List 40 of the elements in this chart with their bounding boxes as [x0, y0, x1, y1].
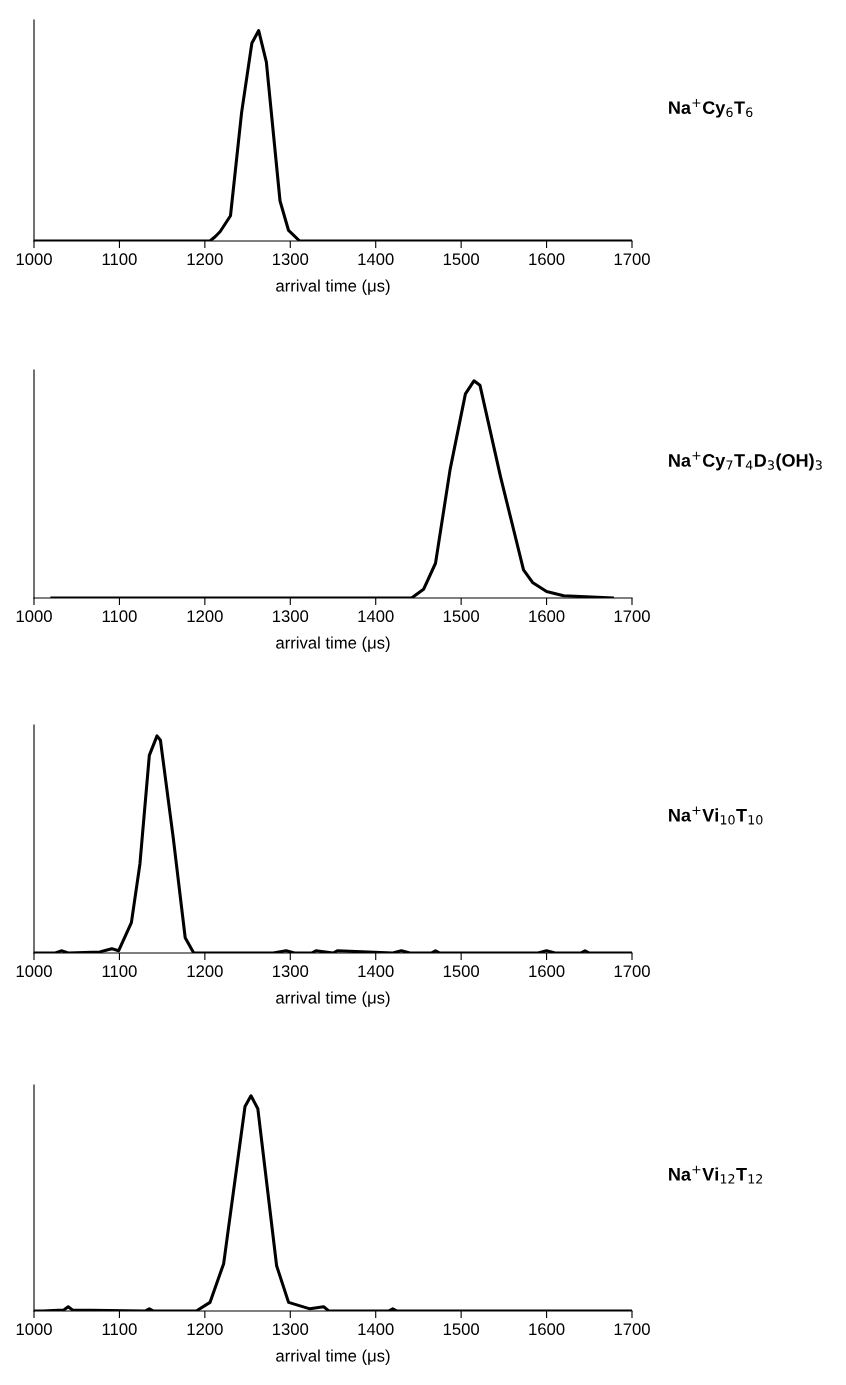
x-tick-label: 1700: [614, 1323, 650, 1336]
text: Na$^{+}$Cy$_{7}$T$_{4}$D$_{3}$(OH)$_{3}$: [669, 451, 822, 471]
x-tick-label: 1200: [187, 253, 223, 266]
text: Na$^{+}$Vi$_{10}$T$_{10}$: [669, 806, 763, 825]
x-tick-label: 1500: [443, 610, 480, 623]
x-tick-label: 1600: [529, 610, 565, 623]
x-tick-label: 1200: [187, 965, 223, 978]
x-tick-label: 1300: [273, 965, 309, 978]
x-tick-label: 1100: [102, 610, 137, 623]
x-axis-title: arrival time (μs): [276, 279, 390, 295]
x-tick-label: 1400: [358, 1323, 394, 1336]
x-tick-label: 1200: [187, 1323, 223, 1336]
x-tick-label: 1000: [16, 965, 52, 978]
x-tick-label: 1700: [614, 610, 650, 623]
x-tick-label: 1000: [16, 610, 52, 623]
x-tick-label: 1400: [358, 610, 394, 623]
x-axis-title: arrival time (μs): [276, 991, 390, 1007]
text: Na$^{+}$Cy$_{6}$T$_{6}$: [669, 99, 753, 118]
x-tick-label: 1300: [273, 610, 309, 623]
x-tick-label: 1600: [529, 965, 565, 978]
x-tick-label: 1300: [273, 1323, 309, 1336]
x-tick-label: 1300: [273, 253, 309, 266]
x-tick-label: 1700: [614, 965, 650, 978]
x-tick-label: 1100: [102, 965, 137, 978]
x-tick-label: 1600: [529, 253, 565, 266]
x-tick-label: 1400: [358, 253, 394, 266]
x-tick-label: 1700: [614, 253, 650, 266]
text: Na$^{+}$Vi$_{12}$T$_{12}$: [669, 1165, 763, 1184]
x-tick-label: 1000: [16, 253, 52, 266]
x-axis-title: arrival time (μs): [276, 1349, 390, 1365]
x-tick-label: 1100: [102, 1323, 137, 1336]
x-tick-label: 1500: [443, 1323, 480, 1336]
x-tick-label: 1500: [443, 253, 480, 266]
x-tick-label: 1400: [358, 965, 394, 978]
x-tick-label: 1100: [102, 253, 137, 266]
x-axis-title: arrival time (μs): [276, 636, 390, 652]
x-tick-label: 1200: [187, 610, 223, 623]
x-tick-label: 1000: [16, 1323, 52, 1336]
x-tick-label: 1600: [529, 1323, 565, 1336]
x-tick-label: 1500: [443, 965, 480, 978]
